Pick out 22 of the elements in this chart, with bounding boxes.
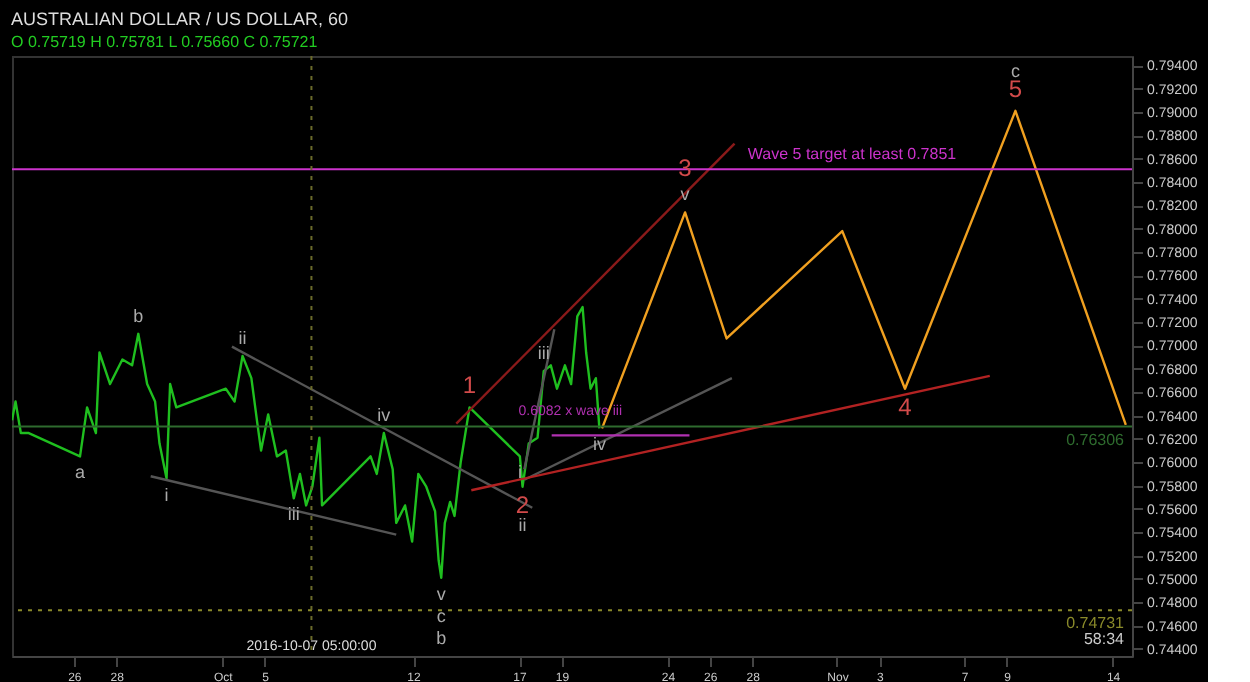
annotation: b — [436, 627, 447, 648]
annotation: c — [436, 605, 447, 626]
ref-line-label: 0.76306 — [1066, 430, 1126, 449]
annotation: iv — [377, 405, 392, 426]
annotation: i — [517, 462, 522, 483]
annotation: iii — [537, 343, 550, 364]
annotation: 4 — [898, 392, 913, 421]
annotation: iv — [592, 434, 607, 455]
chart-title: AUSTRALIAN DOLLAR / US DOLLAR, 60 — [11, 9, 349, 29]
annotation: iii — [287, 504, 300, 525]
chart-subtitle: O 0.75719 H 0.75781 L 0.75660 C 0.75721 — [11, 33, 319, 51]
annotation: 58:34 — [1083, 630, 1126, 648]
annotation: ii — [518, 514, 527, 535]
annotation: i — [164, 484, 169, 505]
annotation: 2 — [515, 490, 530, 519]
annotation: a — [75, 462, 86, 483]
ref-line-label: 0.74731 — [1066, 614, 1126, 633]
annotation: b — [133, 305, 144, 326]
annotation: 1 — [462, 371, 477, 400]
annotation: ii — [238, 328, 247, 348]
annotation: v — [436, 583, 447, 604]
ref-line-label: Wave 5 target at least 0.7851 — [747, 145, 958, 164]
